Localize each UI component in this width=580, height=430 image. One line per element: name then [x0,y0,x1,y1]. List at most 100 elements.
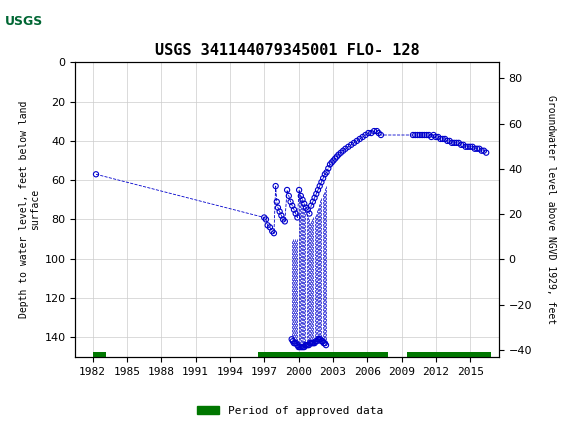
Point [422,132,432,138]
Bar [407,353,491,357]
Point [358,134,367,141]
Point [302,342,311,349]
Point [374,129,383,136]
Point [320,171,329,178]
Point [294,344,303,350]
Point [429,132,438,138]
Point [287,336,296,343]
Point [312,338,321,344]
Point [305,340,314,347]
Point [346,141,356,148]
Point [477,147,486,154]
Point [316,336,325,343]
Point [308,198,317,205]
Point [436,135,445,142]
Point [262,216,271,223]
Point [304,342,313,349]
Point [443,138,452,144]
Point [303,342,313,349]
Point [352,138,361,144]
Point [318,338,327,344]
Point [452,139,461,146]
Point [291,340,300,347]
Point [295,187,304,194]
Point [289,206,299,213]
Point [463,143,473,150]
Point [411,132,420,138]
Point [317,179,326,186]
Point [413,132,422,138]
Point [327,159,336,166]
Point [454,139,463,146]
Point [321,342,331,349]
Point [289,340,299,347]
Point [296,193,306,200]
Point [339,147,348,154]
Point [313,187,322,194]
Point [302,204,311,211]
Point [288,202,297,209]
Point [295,344,305,350]
Point [293,342,302,349]
Point [425,132,434,138]
Point [273,204,282,211]
Point [275,208,284,215]
Point [329,157,338,164]
Point [322,169,331,176]
Point [296,344,306,350]
Point [341,145,350,152]
Point [269,230,278,236]
Point [418,132,427,138]
Bar [259,353,388,357]
Point [291,210,300,217]
Point [415,132,425,138]
Point [292,340,301,347]
Point [309,340,318,347]
Point [319,340,328,347]
Point [298,197,307,203]
Point [459,141,468,148]
Point [332,153,342,160]
Point [263,222,272,229]
Point [473,145,482,152]
Point [301,342,310,349]
Point [282,187,292,194]
Text: USGS: USGS [5,15,43,28]
Point [92,171,101,178]
Point [307,340,317,347]
Point [433,134,443,141]
Point [331,155,340,162]
Point [311,338,320,344]
Point [320,340,329,347]
Point [313,336,322,343]
Point [336,149,346,156]
Point [310,194,319,201]
Point [306,202,316,209]
Point [280,218,289,225]
Point [355,135,364,142]
Point [431,134,440,141]
Point [304,210,314,217]
Point [349,139,358,146]
Point [376,132,386,138]
Bar [3,3,55,41]
Point [314,336,324,343]
Point [317,338,326,344]
Point [369,128,379,135]
Point [310,340,319,347]
Point [456,141,466,148]
Point [265,224,274,231]
Point [272,198,281,205]
Point [324,165,333,172]
Point [445,138,454,144]
Point [440,135,450,142]
Point [286,198,295,205]
Point [299,344,308,350]
Point [260,214,269,221]
Point [300,344,309,350]
Point [303,206,313,213]
Point [479,147,488,154]
Point [461,143,470,150]
Point [298,344,307,350]
Point [311,190,321,197]
